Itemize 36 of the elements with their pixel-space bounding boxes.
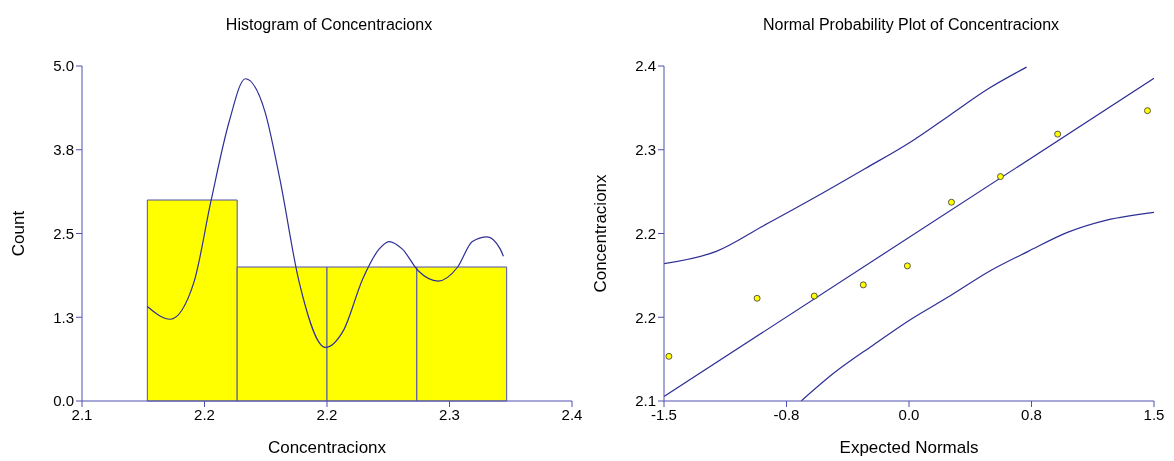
- line-series: [800, 211, 1154, 401]
- x-tick-label: 2.2: [316, 405, 338, 423]
- y-tick-label: 5.0: [53, 57, 74, 75]
- line-series: [146, 78, 504, 348]
- y-axis-title: Concentracionx: [591, 173, 611, 293]
- x-axis-title: Expected Normals: [839, 438, 979, 457]
- y-axis-title: Count: [9, 210, 29, 257]
- x-tick-label: 1.5: [1143, 405, 1165, 423]
- y-tick-label: 2.2: [635, 308, 656, 326]
- x-tick-label: 2.1: [71, 405, 93, 423]
- point: [810, 292, 818, 300]
- point: [948, 198, 955, 206]
- chart-title: Normal Probability Plot of Concentracionx: [761, 16, 1061, 34]
- point: [1054, 130, 1062, 138]
- chart-title: Histogram of Concentracionx: [224, 16, 434, 34]
- x-tick-label: 0.8: [1021, 405, 1042, 423]
- point: [753, 294, 761, 302]
- x-tick-label: 2.2: [194, 405, 215, 423]
- line-series: [664, 66, 1028, 265]
- x-tick-label: -0.8: [773, 405, 800, 423]
- x-tick-label: 2.3: [439, 405, 460, 423]
- y-tick-label: 3.8: [53, 141, 74, 159]
- point: [997, 173, 1004, 180]
- x-tick-label: 0.0: [898, 405, 920, 423]
- point: [1144, 107, 1151, 115]
- point: [903, 262, 911, 270]
- x-axis-title: Concentracionx: [267, 438, 387, 457]
- y-tick-label: 2.2: [635, 224, 656, 242]
- point: [859, 281, 867, 289]
- y-tick-label: 2.3: [635, 141, 656, 159]
- y-tick-label: 1.3: [53, 308, 74, 326]
- y-tick-label: 2.4: [635, 57, 656, 75]
- y-tick-label: 2.5: [53, 224, 74, 242]
- x-tick-label: 2.4: [561, 405, 583, 423]
- point: [665, 352, 673, 360]
- y-tick-label: 0.0: [53, 392, 74, 410]
